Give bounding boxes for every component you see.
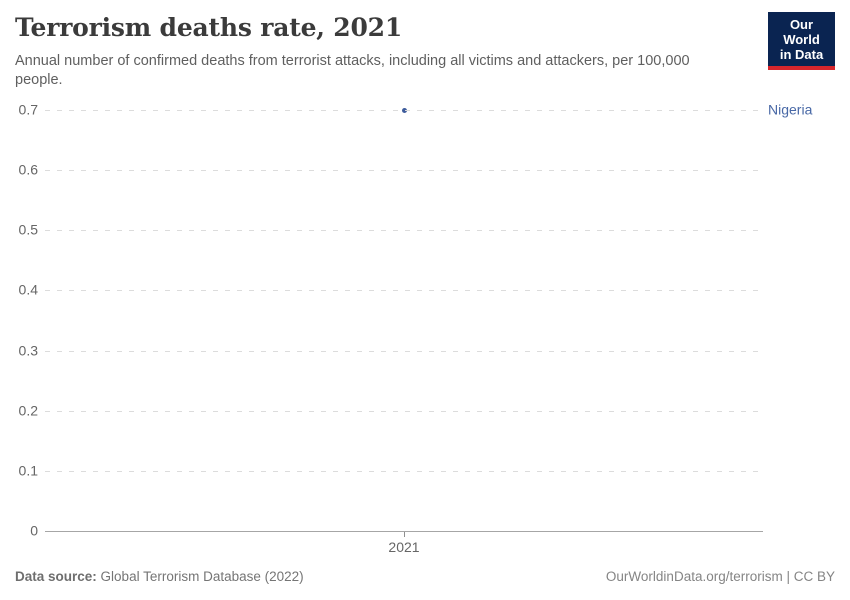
data-source-label: Data source:	[15, 569, 97, 584]
y-tick-label: 0.3	[18, 342, 38, 359]
entity-label-nigeria[interactable]: Nigeria	[768, 101, 813, 118]
y-tick-label: 0.4	[18, 282, 38, 299]
y-gridline	[45, 290, 763, 292]
y-tick-label: 0.5	[18, 221, 38, 238]
y-gridline	[45, 410, 763, 412]
y-tick-label: 0.1	[18, 462, 38, 479]
data-source: Data source: Global Terrorism Database (…	[15, 569, 304, 584]
page-title: Terrorism deaths rate, 2021	[15, 13, 403, 42]
owid-logo-line2: in Data	[779, 47, 824, 62]
y-tick-label: 0.7	[18, 101, 38, 118]
owid-logo-line1: Our World	[783, 17, 820, 47]
data-source-value: Global Terrorism Database (2022)	[100, 569, 304, 584]
y-tick-label: 0.2	[18, 402, 38, 419]
y-gridline	[45, 110, 763, 111]
chart-subtitle: Annual number of confirmed deaths from t…	[15, 53, 690, 88]
y-gridline	[45, 350, 763, 352]
y-tick-label: 0.6	[18, 161, 38, 178]
x-tick-mark	[404, 532, 405, 537]
y-gridline	[45, 470, 763, 472]
x-tick-label: 2021	[388, 539, 420, 555]
attribution-link[interactable]: OurWorldinData.org/terrorism | CC BY	[605, 569, 835, 584]
x-axis-line	[45, 531, 763, 532]
y-gridline	[45, 230, 763, 232]
owid-logo[interactable]: Our World in Data	[768, 12, 835, 70]
y-gridline	[45, 170, 763, 172]
y-tick-label: 0	[30, 522, 38, 539]
chart-footer: Data source: Global Terrorism Database (…	[15, 569, 835, 584]
